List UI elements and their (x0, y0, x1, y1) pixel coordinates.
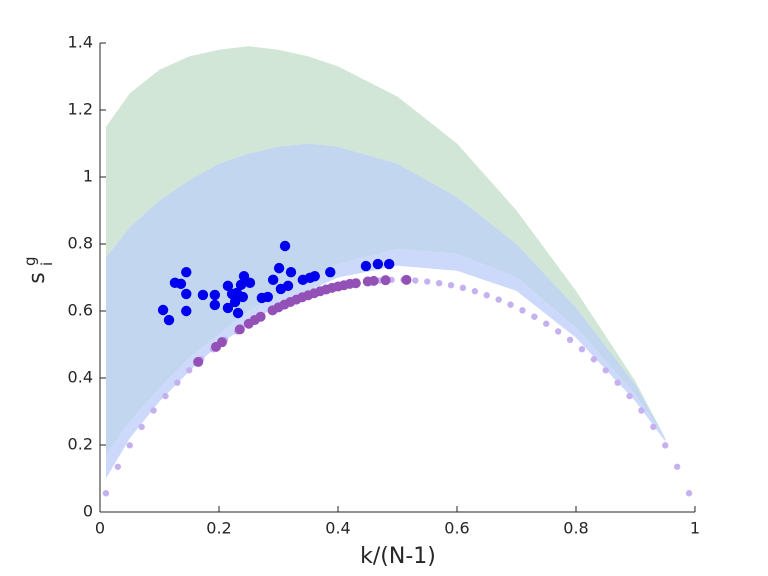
y-tick-label: 1.2 (68, 100, 93, 119)
point (602, 367, 609, 374)
point (229, 296, 241, 308)
point (424, 278, 431, 285)
x-tick-label: 0 (95, 519, 105, 538)
y-tick-label: 0.8 (68, 234, 93, 253)
point (216, 337, 227, 348)
point (350, 278, 361, 289)
point (181, 288, 192, 300)
point (279, 240, 291, 252)
point (237, 291, 248, 303)
point (507, 301, 514, 308)
band (106, 143, 666, 456)
point (435, 279, 443, 287)
point (150, 407, 157, 414)
point (244, 277, 256, 289)
point (543, 320, 550, 327)
point (209, 289, 221, 301)
point (238, 270, 250, 282)
point (262, 291, 273, 303)
point (626, 392, 633, 400)
point (235, 279, 247, 291)
point (412, 277, 419, 284)
y-tick-label: 1.4 (68, 33, 93, 52)
x-tick-label: 0.8 (563, 519, 588, 538)
point (372, 258, 384, 270)
point (566, 336, 574, 344)
y-axis-label-sub: i (38, 262, 56, 266)
point (175, 278, 187, 290)
point (181, 305, 192, 317)
point (186, 367, 193, 374)
y-tick-label: 0 (83, 502, 93, 521)
point (114, 463, 122, 470)
band (106, 46, 666, 439)
y-axis-label-sup: g (21, 256, 39, 266)
point (401, 274, 412, 285)
x-tick-label: 0.2 (206, 519, 231, 538)
point (181, 266, 192, 278)
point (638, 407, 645, 414)
point (209, 299, 221, 311)
point (531, 313, 538, 320)
point (554, 328, 562, 335)
point (197, 289, 209, 301)
point (685, 490, 693, 497)
y-axis-label-base: s (25, 272, 50, 283)
point (273, 262, 285, 274)
point (471, 288, 479, 295)
point (138, 423, 145, 431)
point (360, 260, 372, 272)
point (650, 423, 657, 431)
point (282, 280, 294, 292)
point (222, 280, 234, 292)
point (309, 270, 320, 282)
point (285, 266, 297, 278)
x-tick-label: 0.4 (325, 519, 350, 538)
point (162, 392, 169, 400)
point (380, 275, 391, 286)
point (673, 463, 681, 470)
point (368, 275, 379, 286)
point (126, 442, 133, 449)
point (383, 258, 395, 270)
plot-area (102, 46, 693, 497)
point (222, 302, 234, 314)
point (232, 307, 244, 319)
point (163, 314, 175, 326)
point (459, 284, 467, 292)
point (267, 274, 279, 286)
point (234, 324, 245, 335)
point (614, 379, 621, 386)
x-tick-label: 1 (690, 519, 700, 538)
y-tick-label: 0.2 (68, 435, 93, 454)
y-tick-label: 0.6 (68, 301, 93, 320)
point (519, 307, 526, 314)
y-axis-label: s g i (21, 256, 56, 283)
point (255, 311, 266, 322)
y-tick-label: 0.4 (68, 368, 93, 387)
point (447, 282, 455, 289)
point (174, 379, 181, 386)
point (193, 356, 204, 367)
point (157, 304, 169, 316)
point (325, 266, 336, 278)
y-tick-label: 1 (83, 167, 93, 186)
point (102, 490, 110, 497)
point (483, 292, 490, 299)
x-tick-label: 0.6 (444, 519, 469, 538)
point (495, 296, 502, 303)
point (590, 356, 598, 363)
point (662, 442, 669, 449)
point (578, 345, 586, 353)
x-axis-label: k/(N-1) (360, 544, 436, 569)
